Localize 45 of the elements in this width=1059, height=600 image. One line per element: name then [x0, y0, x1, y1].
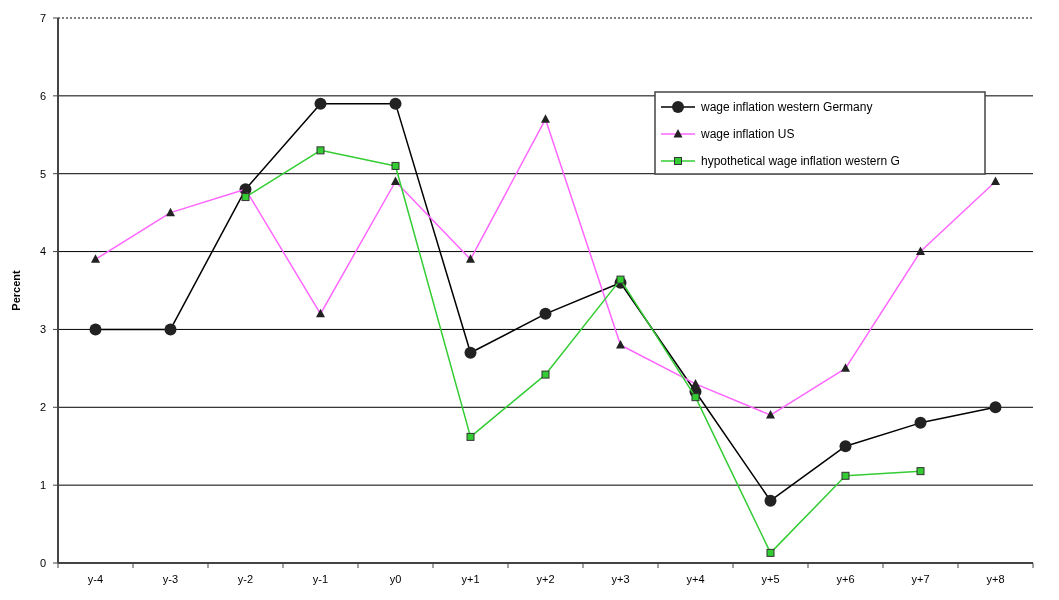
point	[241, 193, 250, 202]
legend-label: wage inflation western Germany	[700, 100, 873, 115]
point	[316, 146, 325, 155]
y-tick-label: 7	[39, 11, 46, 24]
y-tick-label: 3	[39, 323, 46, 336]
point	[389, 97, 402, 110]
y-tick-label: 4	[39, 245, 46, 258]
point	[766, 548, 775, 557]
y-tick-label: 2	[39, 401, 46, 414]
x-tick-label: y+3	[611, 573, 630, 585]
x-tick-label: y+4	[686, 573, 705, 585]
point	[89, 323, 102, 336]
x-tick-label: y+8	[986, 573, 1005, 585]
point	[839, 440, 852, 453]
y-axis-title: Percent	[10, 269, 22, 311]
point	[464, 346, 477, 359]
point	[391, 161, 400, 170]
x-tick-label: y+7	[911, 573, 930, 585]
x-tick-label: y+1	[461, 573, 480, 585]
x-tick-label: y+6	[836, 573, 855, 585]
x-tick-label: y-2	[237, 573, 254, 585]
x-tick-label: y-1	[312, 573, 329, 585]
point	[539, 307, 552, 320]
point	[466, 432, 475, 441]
point	[764, 494, 777, 507]
point	[314, 97, 327, 110]
point	[989, 401, 1002, 414]
point	[914, 416, 927, 429]
legend-label: wage inflation US	[700, 127, 795, 142]
point	[916, 467, 925, 476]
point	[541, 370, 550, 379]
point	[691, 393, 700, 402]
x-tick-label: y-3	[162, 573, 179, 585]
x-tick-label: y0	[389, 573, 402, 585]
point	[164, 323, 177, 336]
y-tick-label: 0	[39, 556, 46, 569]
y-tick-label: 6	[39, 89, 46, 102]
x-tick-label: y-4	[87, 573, 104, 585]
x-tick-label: y+2	[536, 573, 555, 585]
point	[841, 471, 850, 480]
y-tick-label: 5	[39, 167, 46, 180]
x-tick-label: y+5	[761, 573, 780, 585]
y-tick-label: 1	[39, 478, 46, 491]
point	[616, 275, 625, 284]
legend-label: hypothetical wage inflation western G	[701, 154, 900, 169]
